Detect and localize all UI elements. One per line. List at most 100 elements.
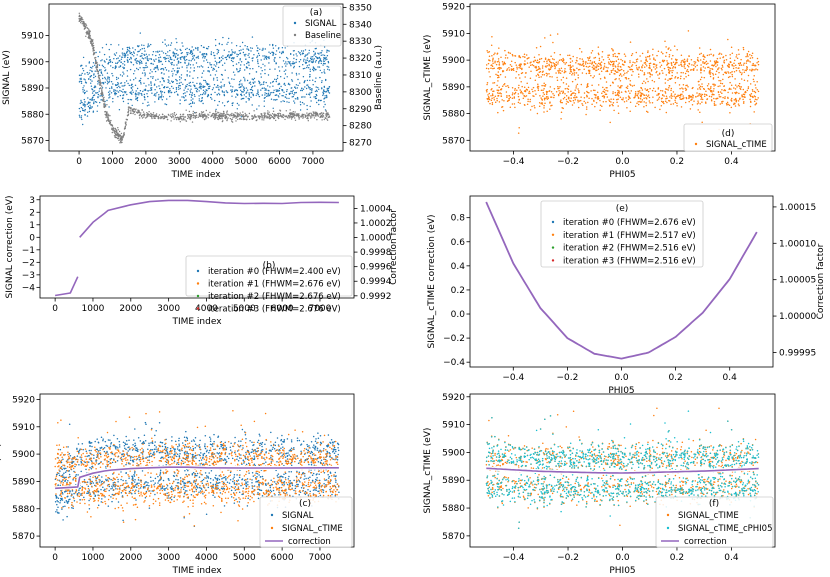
data-point	[536, 61, 539, 64]
data-point	[251, 86, 253, 89]
data-point	[232, 86, 234, 88]
data-point	[487, 94, 489, 96]
data-point	[232, 115, 234, 117]
data-point	[65, 490, 67, 492]
data-point	[674, 96, 677, 99]
data-point	[97, 93, 100, 96]
data-point	[253, 115, 256, 117]
data-point	[186, 117, 189, 120]
data-point	[488, 50, 491, 53]
data-point	[309, 88, 311, 91]
data-point	[231, 42, 233, 44]
data-point	[223, 94, 226, 97]
y-axis-label: SIGNAL correction (eV)	[5, 196, 15, 299]
data-point	[302, 88, 305, 90]
data-point	[217, 111, 219, 114]
data-point	[597, 97, 600, 99]
data-point	[326, 65, 328, 68]
data-point	[618, 90, 620, 92]
data-point	[89, 66, 92, 69]
panel-label: (d)	[722, 129, 735, 139]
data-point	[123, 64, 126, 66]
data-point	[624, 72, 626, 75]
data-point	[607, 54, 609, 56]
data-point	[242, 86, 245, 88]
data-point	[525, 95, 528, 97]
data-point	[755, 102, 757, 105]
data-point	[252, 68, 254, 70]
data-point	[83, 24, 86, 26]
data-point	[533, 56, 536, 58]
data-point	[165, 60, 167, 63]
data-point	[280, 115, 283, 117]
data-point	[509, 64, 512, 66]
data-point	[319, 69, 321, 72]
data-point	[729, 61, 732, 63]
data-point	[510, 65, 513, 68]
data-point	[551, 65, 553, 68]
data-point	[585, 106, 588, 108]
data-point	[491, 93, 494, 95]
data-point	[275, 53, 277, 56]
data-point	[298, 116, 300, 119]
data-point	[152, 77, 154, 80]
data-point	[106, 79, 108, 81]
data-point	[207, 61, 209, 64]
data-point	[623, 53, 626, 55]
data-point	[95, 101, 98, 103]
data-point	[105, 112, 108, 114]
data-point	[519, 77, 521, 79]
data-point	[226, 110, 228, 112]
y-tick-label: 5900	[442, 56, 465, 66]
data-point	[91, 80, 93, 82]
data-point	[251, 85, 254, 88]
data-point	[221, 115, 223, 118]
data-point	[503, 83, 506, 85]
data-point	[681, 97, 684, 100]
data-point	[159, 90, 162, 93]
data-point	[217, 84, 219, 87]
data-point	[177, 54, 179, 56]
data-point	[614, 70, 617, 72]
data-point	[162, 77, 164, 80]
data-point	[197, 55, 199, 57]
data-point	[721, 88, 723, 91]
data-point	[722, 56, 724, 59]
data-point	[160, 117, 162, 120]
data-point	[747, 55, 749, 58]
data-point	[498, 47, 500, 49]
data-point	[711, 91, 713, 93]
data-point	[546, 62, 548, 64]
data-point	[320, 114, 323, 117]
data-point	[737, 84, 740, 87]
data-point	[98, 77, 101, 80]
data-point	[226, 91, 229, 94]
data-point	[85, 25, 88, 27]
data-point	[527, 98, 529, 101]
data-point	[293, 67, 295, 69]
data-point	[311, 116, 313, 118]
data-point	[674, 77, 676, 79]
data-point	[726, 64, 729, 67]
data-point	[577, 77, 580, 79]
data-point	[654, 68, 657, 70]
data-point	[97, 63, 99, 66]
data-point	[164, 115, 166, 118]
data-point	[132, 64, 135, 66]
data-point	[231, 104, 234, 107]
data-point	[546, 91, 549, 93]
data-point	[492, 82, 494, 84]
data-point	[604, 77, 606, 79]
data-point	[710, 96, 713, 98]
data-point	[570, 97, 572, 99]
data-point	[245, 115, 247, 117]
data-point	[752, 64, 755, 66]
data-point	[246, 458, 249, 461]
data-point	[322, 62, 325, 65]
data-point	[308, 52, 310, 54]
data-point	[146, 58, 148, 60]
data-point	[212, 487, 214, 489]
data-point	[212, 69, 214, 71]
data-point	[272, 44, 274, 47]
data-point	[118, 440, 121, 443]
